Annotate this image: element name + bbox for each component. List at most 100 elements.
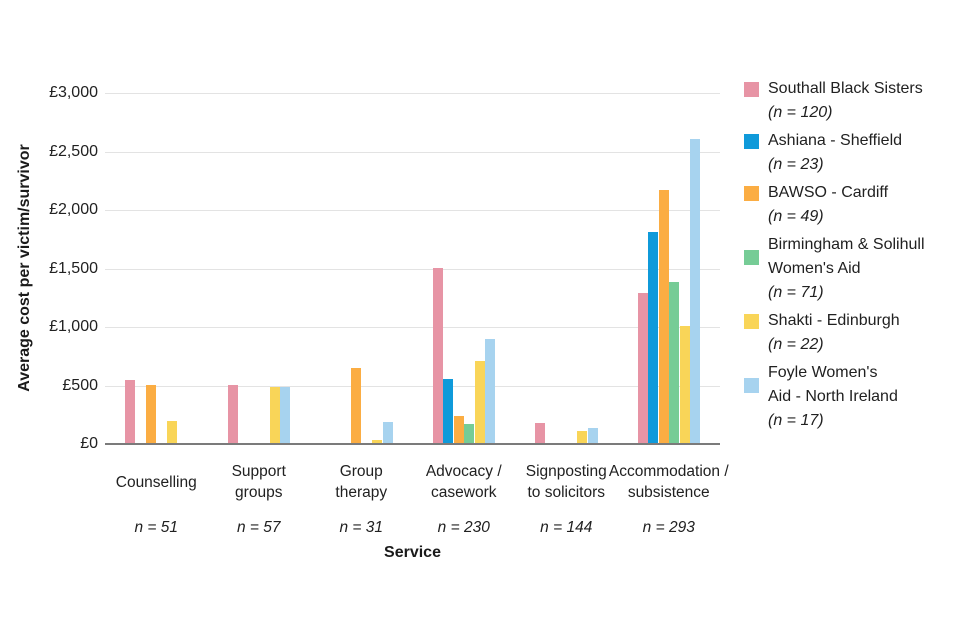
bar-advocacy-casework-shakti-edinburgh xyxy=(474,361,485,443)
y-tick-label-1000: £1,000 xyxy=(49,318,98,335)
n-label-counselling: n = 51 xyxy=(134,519,179,536)
bar-advocacy-casework-southall-black-sisters xyxy=(432,267,443,443)
n-label-advocacy-casework: n = 230 xyxy=(437,519,490,536)
bar-counselling-shakti-edinburgh xyxy=(167,420,177,443)
legend-name-line: Shakti - Edinburgh xyxy=(768,312,900,329)
gridline-2000 xyxy=(105,210,720,211)
legend-entry-birmingham-solihull-womens-aid: Birmingham & Solihull Women's Aid (n = 71) xyxy=(744,233,954,305)
y-tick-label-1500: £1,500 xyxy=(49,259,98,277)
legend-name-line: Southall Black Sisters xyxy=(768,80,923,97)
legend-n-label: (n = 23) xyxy=(768,156,824,173)
n-label-accommodation-subsistence: n = 293 xyxy=(642,519,695,536)
x-label-line: Group xyxy=(339,463,383,480)
gridline-3000 xyxy=(105,93,720,94)
bar-accommodation-subsistence-southall-black-sisters xyxy=(637,293,648,443)
bar-signposting-to-solicitors-southall-black-sisters xyxy=(535,423,545,443)
legend-label-ashiana-sheffield: Ashiana - Sheffield (n = 23) xyxy=(768,129,902,177)
bar-support-groups-shakti-edinburgh xyxy=(269,387,280,443)
bar-accommodation-subsistence-birmingham-solihull-womens-aid xyxy=(669,281,679,443)
x-label-line: Accommodation / xyxy=(608,463,729,480)
legend-n-label: (n = 120) xyxy=(768,104,833,121)
n-label-group-therapy: n = 31 xyxy=(339,519,384,536)
x-label-advocacy-casework: Advocacy / casework xyxy=(389,460,539,504)
legend-swatch-column xyxy=(744,77,759,101)
legend-swatch-foyle-womens-aid-north-ireland xyxy=(744,377,759,393)
bar-advocacy-casework-birmingham-solihull-womens-aid xyxy=(464,424,474,443)
gridline-500 xyxy=(105,385,720,387)
legend-entry-shakti-edinburgh: Shakti - Edinburgh (n = 22) xyxy=(744,309,954,357)
legend-swatch-column xyxy=(744,309,759,333)
gridline-2500 xyxy=(105,151,720,153)
x-label-line: subsistence xyxy=(627,484,710,501)
y-tick-label-2000: £2,000 xyxy=(49,201,98,218)
legend-name-line: Birmingham & Solihull xyxy=(768,236,925,253)
y-tick-label-0: £0 xyxy=(80,435,98,452)
x-axis-line xyxy=(105,443,720,445)
legend-swatch-bawso-cardiff xyxy=(744,185,759,201)
bar-accommodation-subsistence-shakti-edinburgh xyxy=(679,326,690,443)
legend-swatch-column xyxy=(744,233,759,281)
legend-label-shakti-edinburgh: Shakti - Edinburgh (n = 22) xyxy=(768,309,900,357)
x-label-line: Counselling xyxy=(115,473,197,491)
n-label-signposting-to-solicitors: n = 144 xyxy=(540,519,593,536)
x-label-line: Advocacy / xyxy=(425,463,502,480)
gridline-1000 xyxy=(105,327,720,328)
legend-swatch-column xyxy=(744,181,759,205)
x-label-support-groups: Support groups xyxy=(184,460,334,504)
legend-swatch-column xyxy=(744,361,759,409)
bar-signposting-to-solicitors-foyle-womens-aid-north-ireland xyxy=(587,427,598,443)
bar-group-therapy-bawso-cardiff xyxy=(351,368,361,443)
legend-swatch-southall-black-sisters xyxy=(744,81,759,97)
x-label-line: casework xyxy=(431,484,497,501)
legend-label-southall-black-sisters: Southall Black Sisters (n = 120) xyxy=(768,77,923,125)
legend-name-line: Foyle Women's xyxy=(768,364,878,381)
bar-accommodation-subsistence-foyle-womens-aid-north-ireland xyxy=(690,138,700,443)
legend-entry-foyle-womens-aid-north-ireland: Foyle Women's Aid - North Ireland (n = 17) xyxy=(744,361,954,433)
legend-name-line: Women's Aid xyxy=(768,260,861,277)
bar-accommodation-subsistence-bawso-cardiff xyxy=(658,190,669,443)
bar-support-groups-southall-black-sisters xyxy=(227,384,238,443)
legend-label-foyle-womens-aid-north-ireland: Foyle Women's Aid - North Ireland (n = 17) xyxy=(768,361,898,433)
bar-advocacy-casework-foyle-womens-aid-north-ireland xyxy=(485,338,495,443)
bar-signposting-to-solicitors-shakti-edinburgh xyxy=(577,431,587,443)
legend: Southall Black Sisters (n = 120) Ashiana -… xyxy=(744,77,954,437)
legend-entry-southall-black-sisters: Southall Black Sisters (n = 120) xyxy=(744,77,954,125)
x-label-group-therapy: Group therapy xyxy=(286,460,436,504)
x-label-line: groups xyxy=(235,484,283,501)
plot-area xyxy=(105,93,720,445)
legend-swatch-shakti-edinburgh xyxy=(744,313,759,329)
bar-group-therapy-shakti-edinburgh xyxy=(372,439,382,443)
bar-accommodation-subsistence-ashiana-sheffield xyxy=(648,232,658,443)
bar-counselling-bawso-cardiff xyxy=(146,384,156,443)
legend-entry-ashiana-sheffield: Ashiana - Sheffield (n = 23) xyxy=(744,129,954,177)
x-label-accommodation-subsistence: Accommodation / subsistence xyxy=(594,460,744,504)
y-tick-label-2500: £2,500 xyxy=(49,142,98,160)
x-label-line: Support xyxy=(231,463,286,480)
y-tick-label-500: £500 xyxy=(62,376,98,394)
legend-label-bawso-cardiff: BAWSO - Cardiff (n = 49) xyxy=(768,181,888,229)
x-label-counselling: Counselling xyxy=(81,460,231,504)
legend-name-line: Aid - North Ireland xyxy=(768,388,898,405)
legend-name-line: Ashiana - Sheffield xyxy=(768,132,903,149)
legend-entry-bawso-cardiff: BAWSO - Cardiff (n = 49) xyxy=(744,181,954,229)
bar-support-groups-foyle-womens-aid-north-ireland xyxy=(280,386,290,443)
y-tick-label-3000: £3,000 xyxy=(49,84,98,101)
legend-n-label: (n = 49) xyxy=(768,208,824,225)
bar-advocacy-casework-bawso-cardiff xyxy=(453,416,464,443)
legend-swatch-ashiana-sheffield xyxy=(744,133,759,149)
bar-group-therapy-foyle-womens-aid-north-ireland xyxy=(382,421,393,443)
bar-advocacy-casework-ashiana-sheffield xyxy=(443,378,453,443)
x-label-line: Signposting xyxy=(525,463,607,480)
legend-n-label: (n = 22) xyxy=(768,336,824,353)
legend-swatch-birmingham-solihull-womens-aid xyxy=(744,249,759,265)
bar-counselling-southall-black-sisters xyxy=(125,379,135,443)
x-label-line: to solicitors xyxy=(527,484,606,501)
x-label-line: therapy xyxy=(335,484,388,501)
x-axis-title: Service xyxy=(384,544,441,561)
legend-swatch-column xyxy=(744,129,759,153)
n-label-support-groups: n = 57 xyxy=(236,519,281,536)
gridline-1500 xyxy=(105,268,720,270)
legend-name-line: BAWSO - Cardiff xyxy=(768,184,889,201)
x-label-signposting-to-solicitors: Signposting to solicitors xyxy=(491,460,641,504)
